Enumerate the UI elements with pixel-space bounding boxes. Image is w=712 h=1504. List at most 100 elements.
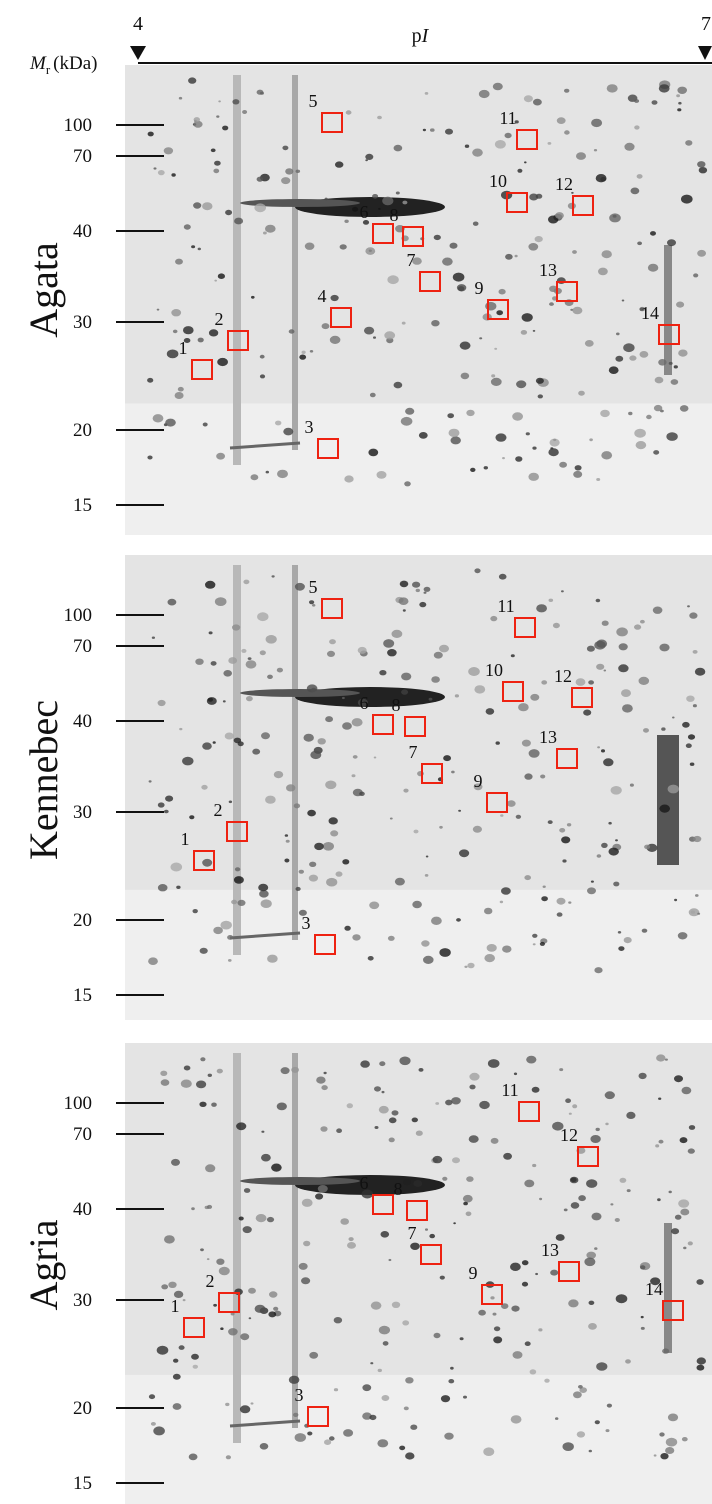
spot-label: 10 xyxy=(485,660,503,680)
gel-spot xyxy=(365,159,368,162)
gel-spot xyxy=(521,1281,529,1287)
gel-spot xyxy=(662,1348,670,1354)
gel-spot xyxy=(535,1272,538,1276)
gel-spot xyxy=(222,700,226,703)
gel-spot xyxy=(384,331,396,340)
gel-spot xyxy=(605,1122,609,1126)
gel-spot xyxy=(402,1178,412,1186)
gel-spot xyxy=(603,669,607,672)
gel-spot xyxy=(532,943,536,946)
gel-spot xyxy=(544,1378,550,1383)
gel-spot xyxy=(520,330,528,335)
gel-spot xyxy=(382,1341,389,1346)
gel-spot xyxy=(312,604,316,607)
gel-spot xyxy=(439,825,443,829)
gel-spot xyxy=(391,629,403,639)
gel-spot xyxy=(638,676,650,686)
gel-spot xyxy=(693,835,702,843)
gel-spot xyxy=(246,696,253,702)
gel-spot xyxy=(351,718,363,727)
gel-spot xyxy=(636,174,643,179)
gel-spot xyxy=(638,1072,647,1080)
gel-spot xyxy=(623,937,632,944)
gel-spot xyxy=(267,674,273,679)
gel xyxy=(125,555,712,1020)
spot-label: 11 xyxy=(499,108,516,128)
gel-spot xyxy=(576,152,586,160)
gel-spot xyxy=(182,1299,186,1302)
gel-spot xyxy=(429,1233,436,1239)
gel-spot xyxy=(403,788,409,793)
gel-spot xyxy=(439,644,449,653)
gel-spot xyxy=(284,858,290,863)
gel-spot xyxy=(534,236,543,243)
spot-box xyxy=(372,1194,394,1215)
gel-spot xyxy=(593,149,598,152)
gel-spot xyxy=(692,650,698,654)
gel-spot xyxy=(555,212,564,219)
gel-spot xyxy=(189,815,195,820)
mr-unit: (kDa) xyxy=(53,53,97,74)
gel-spot xyxy=(165,418,176,427)
gel-spot xyxy=(245,660,257,669)
gel-spot xyxy=(237,899,246,907)
gel-spot xyxy=(202,742,212,750)
gel-spot xyxy=(690,910,696,914)
gel-spot xyxy=(410,1424,418,1430)
gel-spot xyxy=(547,820,553,824)
mr-tick-label: 40 xyxy=(73,711,92,732)
gel-spot xyxy=(532,1163,537,1168)
gel-spot xyxy=(317,738,326,745)
gel-spot xyxy=(352,206,359,212)
gel-spot xyxy=(616,627,628,637)
gel-spot xyxy=(423,955,434,965)
gel-spot xyxy=(453,1222,456,1225)
gel-spot xyxy=(213,168,220,174)
gel-spot xyxy=(644,844,651,850)
gel-spot xyxy=(524,875,531,881)
gel-spot xyxy=(594,1247,598,1250)
gel-spot xyxy=(597,746,600,749)
gel-spot xyxy=(507,800,516,807)
major-band-tail xyxy=(240,689,360,697)
gel-spot xyxy=(671,1228,680,1235)
gel-spot xyxy=(452,1157,460,1164)
gel-spot xyxy=(188,77,197,84)
gel-spot xyxy=(535,193,543,199)
gel-spot xyxy=(252,748,261,755)
gel-spot xyxy=(195,658,204,665)
gel-spot xyxy=(463,1201,468,1206)
gel-spot xyxy=(514,120,519,124)
gel-spot xyxy=(247,657,252,660)
gel-spot xyxy=(487,1059,500,1068)
gel-spot xyxy=(271,1163,282,1172)
gel-spot xyxy=(393,144,403,152)
gel-spot xyxy=(343,1429,354,1437)
gel-spot xyxy=(655,1144,660,1148)
gel-spot xyxy=(617,931,622,934)
gel-spot xyxy=(609,213,621,223)
gel-spot xyxy=(548,215,559,224)
gel-spot xyxy=(157,170,165,176)
gel-spot xyxy=(590,1135,601,1143)
panel-name: Kennebec xyxy=(21,700,66,860)
gel-spot xyxy=(401,672,412,681)
gel-spot xyxy=(243,579,250,585)
gel-spot xyxy=(303,1240,311,1247)
gel-spot xyxy=(301,1198,313,1207)
gel-spot xyxy=(216,452,226,460)
spot-box xyxy=(658,324,680,345)
gel-spot xyxy=(317,1185,328,1193)
gel-spot xyxy=(405,407,415,415)
gel-spot xyxy=(525,432,530,436)
mr-tick-label: 30 xyxy=(73,1290,92,1311)
gel-spot xyxy=(629,355,637,361)
gel-spot xyxy=(233,876,244,884)
spot-label: 6 xyxy=(360,693,369,713)
gel-spot xyxy=(559,828,566,833)
gel-spot xyxy=(524,1179,535,1188)
spot-label: 12 xyxy=(555,174,573,194)
gel-spot xyxy=(275,420,282,426)
spot-box xyxy=(191,359,213,380)
gel-spot xyxy=(315,1193,324,1200)
